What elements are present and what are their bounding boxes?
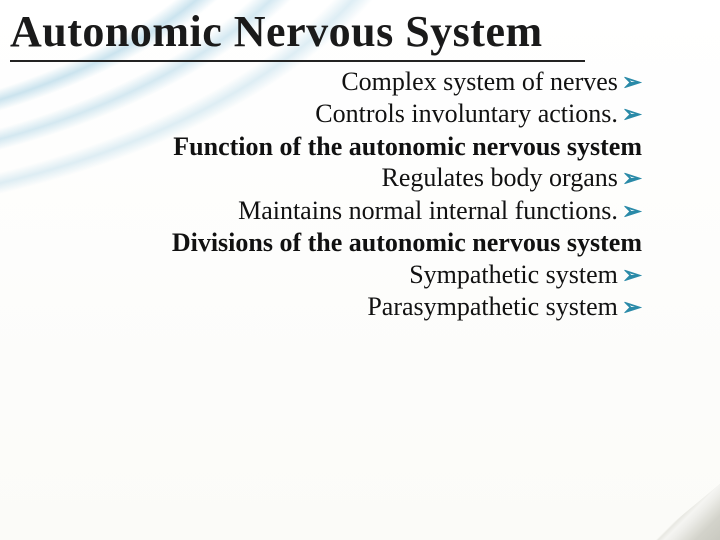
section-heading-text: Divisions of the autonomic nervous syste… xyxy=(172,227,642,259)
title-underline xyxy=(10,60,585,62)
slide: Autonomic Nervous System Complex system … xyxy=(0,0,720,540)
list-item: Complex system of nerves ➢ xyxy=(50,66,642,98)
bullet-icon: ➢ xyxy=(620,294,642,323)
bullet-icon: ➢ xyxy=(620,165,642,194)
section-heading: Function of the autonomic nervous system xyxy=(50,131,642,163)
list-item: Parasympathetic system ➢ xyxy=(50,291,642,323)
page-curl-icon xyxy=(652,484,720,540)
content-block: Complex system of nerves ➢ Controls invo… xyxy=(50,66,642,323)
bullet-icon: ➢ xyxy=(620,198,642,227)
section-heading-text: Function of the autonomic nervous system xyxy=(173,131,642,163)
list-item-text: Sympathetic system xyxy=(409,259,618,291)
list-item-text: Complex system of nerves xyxy=(341,66,618,98)
list-item: Regulates body organs ➢ xyxy=(50,162,642,194)
list-item: Controls involuntary actions. ➢ xyxy=(50,98,642,130)
list-item-text: Regulates body organs xyxy=(382,162,618,194)
list-item-text: Maintains normal internal functions. xyxy=(238,195,618,227)
list-item-text: Parasympathetic system xyxy=(367,291,618,323)
bullet-icon: ➢ xyxy=(620,101,642,130)
bullet-icon: ➢ xyxy=(620,262,642,291)
list-item-text: Controls involuntary actions. xyxy=(315,98,618,130)
list-item: Maintains normal internal functions. ➢ xyxy=(50,195,642,227)
list-item: Sympathetic system ➢ xyxy=(50,259,642,291)
bullet-icon: ➢ xyxy=(620,69,642,98)
slide-title: Autonomic Nervous System xyxy=(10,6,543,57)
section-heading: Divisions of the autonomic nervous syste… xyxy=(50,227,642,259)
